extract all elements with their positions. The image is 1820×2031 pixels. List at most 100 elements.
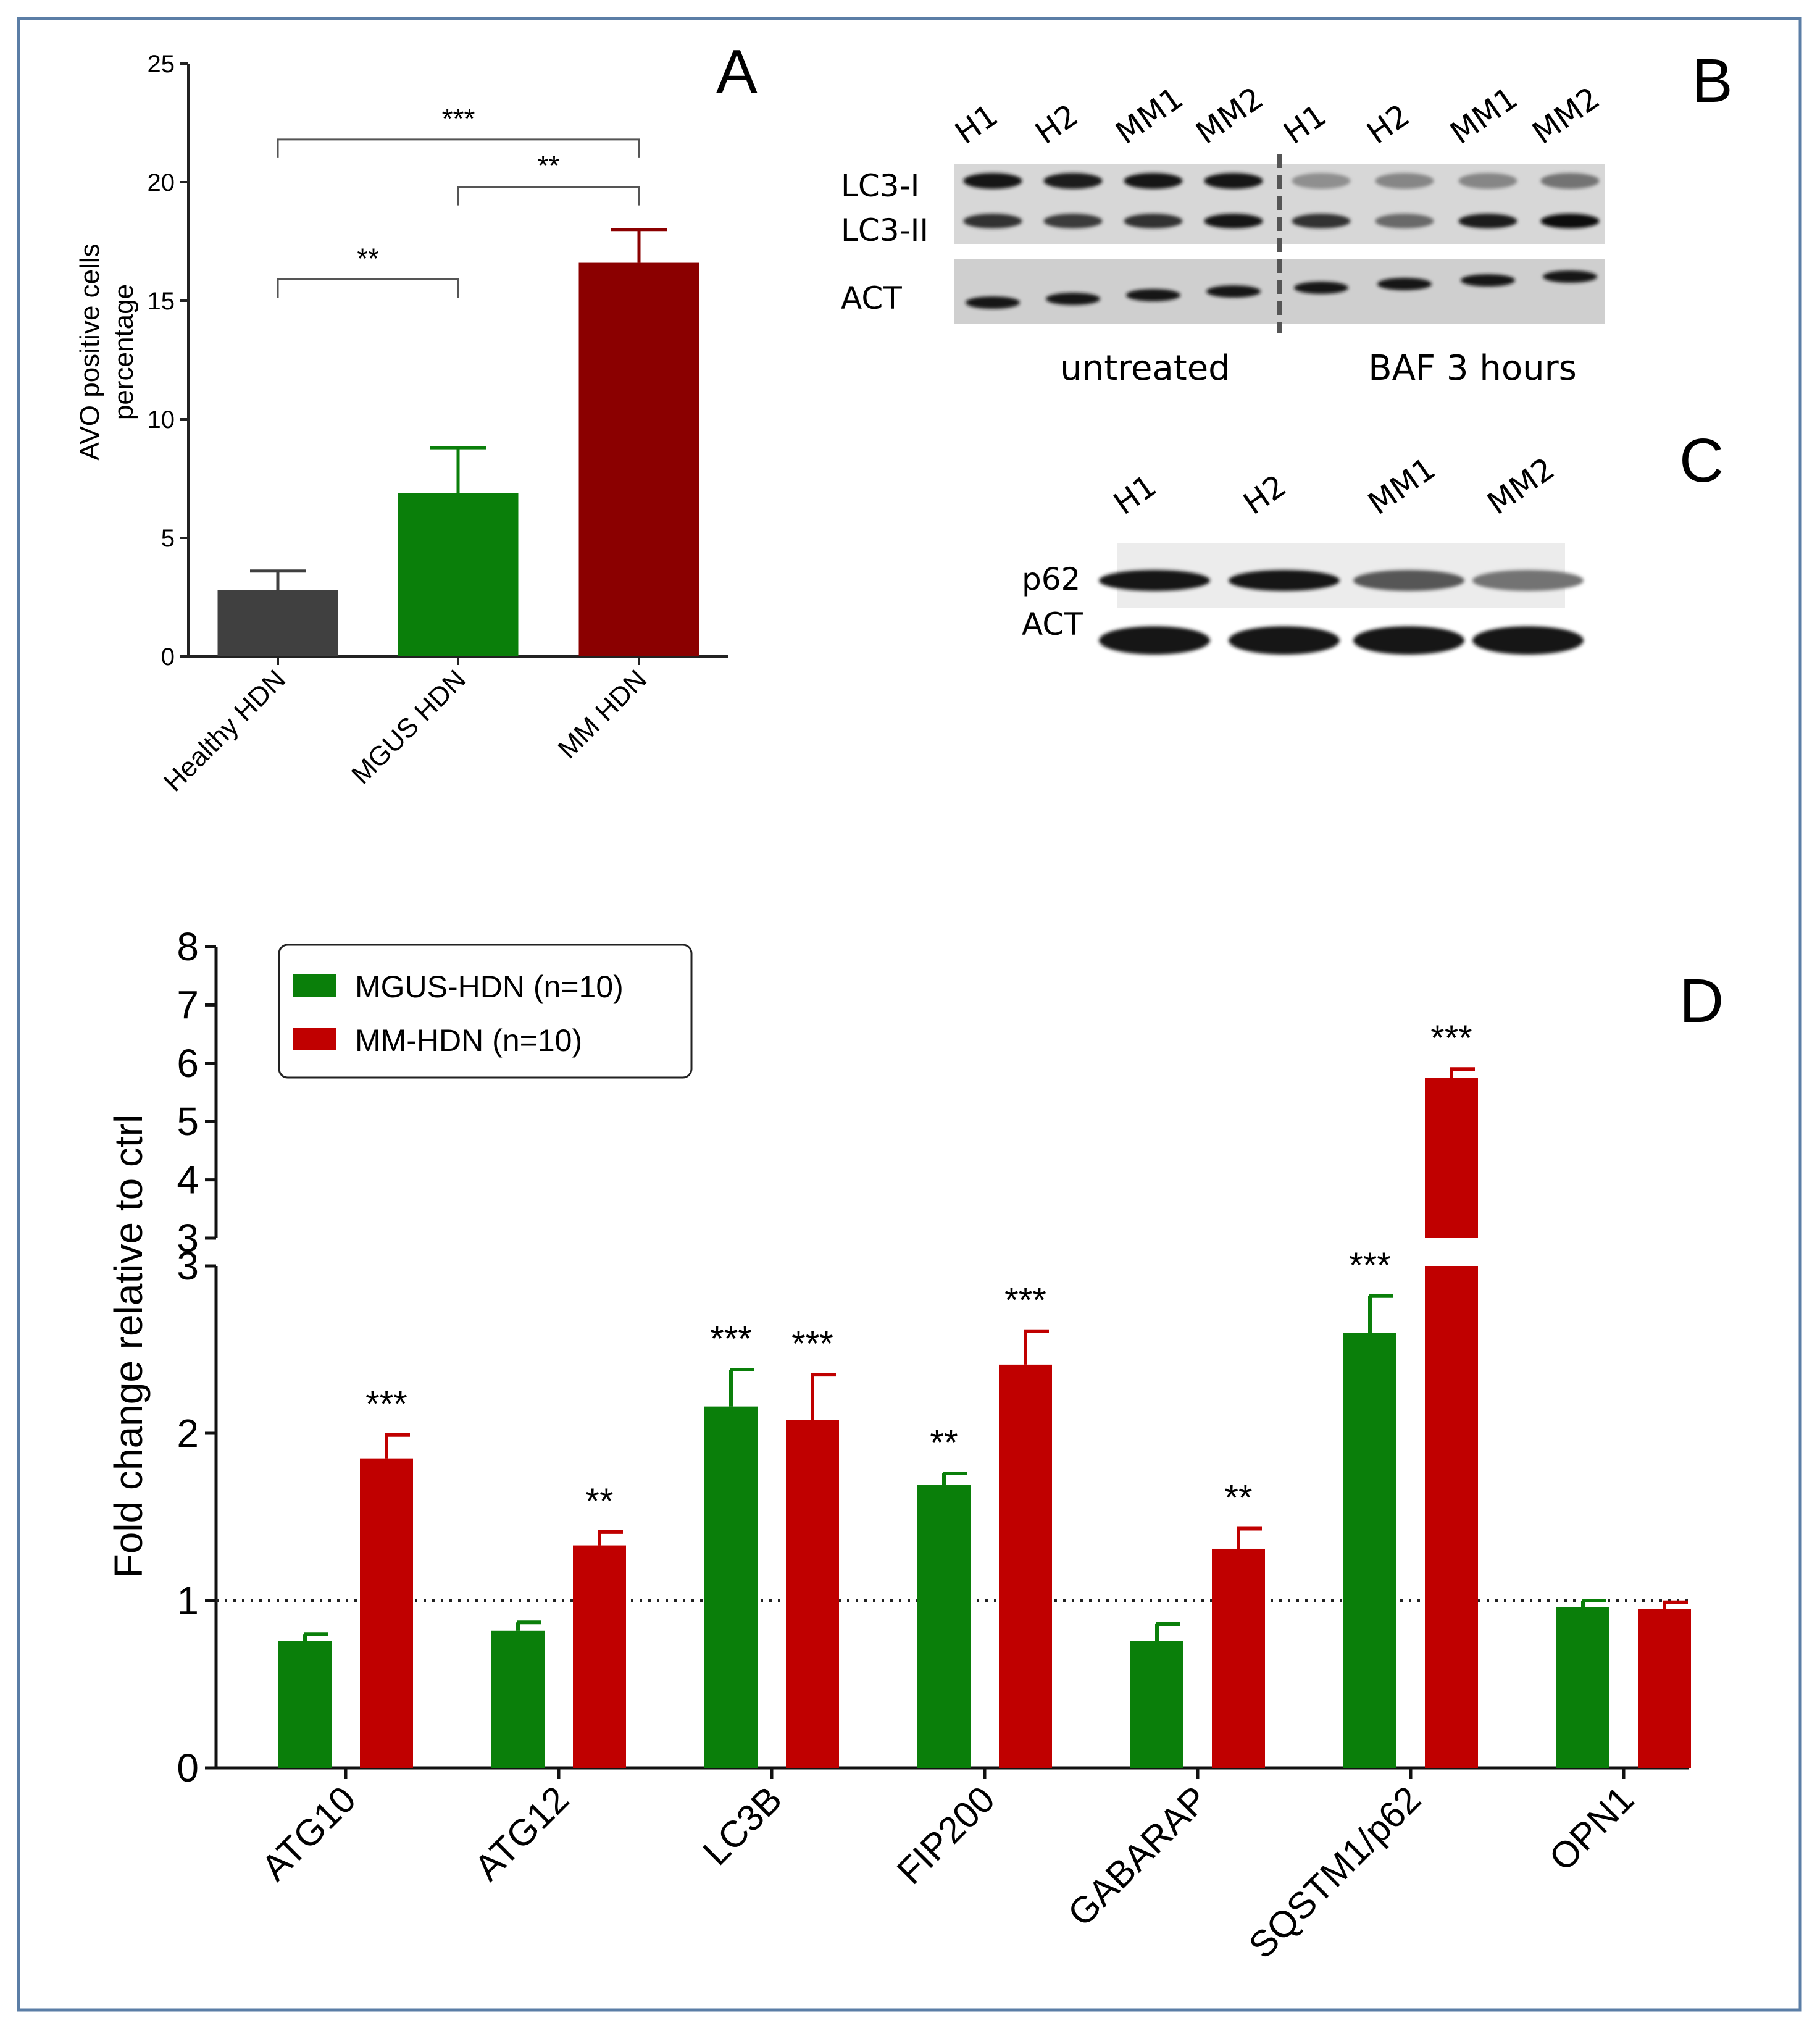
panel-d-bar: [999, 1364, 1052, 1768]
panel-d-significance: ******** ****************: [365, 1018, 1472, 1522]
legend-label-mm: MM-HDN (n=10): [355, 1023, 582, 1058]
legend-swatch-mm: [293, 1028, 336, 1050]
panel-d-ytick-label: 3: [177, 1216, 199, 1260]
panel-a-ytick-label: 20: [148, 169, 175, 196]
panel-d-bar: [1425, 1266, 1478, 1768]
blot-c-band-act: [1353, 626, 1464, 655]
blot-b-bands: [963, 173, 1600, 309]
blot-b-row-label-lc3-ii: LC3-II: [841, 212, 929, 248]
panel-d-significance-label: **: [585, 1481, 613, 1522]
blot-c-band-act: [1099, 626, 1210, 655]
blot-b-condition-baf: BAF 3 hours: [1368, 348, 1577, 388]
legend-box: [278, 944, 693, 1079]
panel-d-ytick-label: 0: [177, 1746, 199, 1790]
panel-a-significance-label: ***: [442, 103, 475, 135]
panel-a-significance-bracket: [277, 278, 459, 298]
panel-a-significance-bracket: [457, 186, 640, 206]
panel-d-bar: [786, 1420, 839, 1768]
blot-b-row-label-act: ACT: [841, 280, 902, 316]
panel-a-ytick-label: 0: [161, 643, 175, 671]
panel-a-ytick-label: 10: [148, 406, 175, 433]
panel-a-bar: [398, 493, 519, 656]
blot-c-band-p62: [1229, 570, 1340, 591]
blot-b-band-act: [1046, 293, 1100, 305]
blot-c-band-p62: [1099, 570, 1210, 591]
panel-a-significance-label: **: [357, 242, 379, 274]
panel-a-ylabel-line1: AVO positive cells: [75, 243, 105, 460]
panel-a-significance: *******: [277, 103, 640, 298]
panel-a-ylabel-line2: percentage: [109, 284, 139, 420]
panel-d-bar: [1343, 1333, 1396, 1768]
panel-d-ytick-label: 1: [177, 1578, 199, 1623]
blot-b-band-lc3-ii: [1540, 214, 1600, 228]
blot-b-band-act: [1377, 278, 1432, 290]
blot-b-band-lc3-i: [1124, 173, 1183, 189]
blot-b-band-lc3-i: [963, 173, 1022, 189]
panel-a-bar: [217, 590, 338, 656]
panel-d-ytick-label: 7: [177, 982, 199, 1027]
panel-a-ytick-label: 5: [161, 525, 175, 552]
panel-d-significance-label: **: [930, 1423, 958, 1463]
panel-d-bar: [1638, 1609, 1691, 1768]
panel-d-significance-label: ***: [1430, 1018, 1472, 1058]
blot-b-band-lc3-i: [1540, 173, 1600, 189]
panel-d-ylabel: Fold change relative to ctrl: [106, 1115, 151, 1578]
blot-b-band-act: [1461, 274, 1515, 287]
panel-label-d: D: [1679, 966, 1724, 1036]
panel-d-bar: [1212, 1548, 1265, 1768]
panel-d-legend: MGUS-HDN (n=10) MM-HDN (n=10): [278, 944, 693, 1079]
legend-label-mgus: MGUS-HDN (n=10): [355, 969, 624, 1004]
panel-d-bar: [573, 1545, 626, 1768]
panel-d-ytick-label: 5: [177, 1099, 199, 1144]
panel-d-significance-label: ***: [1349, 1246, 1391, 1286]
blot-c-row-label-act: ACT: [1022, 606, 1083, 642]
panel-d-ytick-label: 2: [177, 1411, 199, 1455]
panel-d-bar: [360, 1458, 413, 1768]
blot-b-band-lc3-ii: [1292, 214, 1351, 228]
panel-d-significance-label: **: [1224, 1478, 1252, 1518]
blot-b-band-lc3-i: [1204, 173, 1263, 189]
blot-b-band-act: [1206, 285, 1261, 298]
panel-d-ytick-label: 6: [177, 1041, 199, 1086]
blot-b-band-lc3-ii: [1204, 214, 1263, 228]
blot-b-band-act: [1126, 289, 1180, 301]
panel-a-significance-label: **: [538, 150, 560, 182]
panel-d-ytick-label: 8: [177, 924, 199, 969]
blot-b-band-act: [1294, 282, 1348, 294]
panel-a-bars: Healthy HDN MGUS HDN MM HDN: [158, 228, 699, 798]
panel-d-bar-upper: [1425, 1078, 1478, 1238]
blot-b-band-lc3-ii: [1375, 214, 1434, 228]
panel-a-ytick-label: 15: [148, 288, 175, 315]
blot-c-band-act: [1472, 626, 1584, 655]
panel-d-significance-label: ***: [365, 1384, 407, 1425]
blot-b-band-lc3-i: [1375, 173, 1434, 189]
panel-a-significance-bracket: [277, 138, 640, 158]
panel-d-significance-label: ***: [710, 1319, 752, 1359]
legend-swatch-mgus: [293, 974, 336, 997]
panel-d-ytick-label: 3: [177, 1244, 199, 1288]
panel-d-significance-label: ***: [791, 1324, 833, 1364]
blot-b-band-lc3-i: [1043, 173, 1103, 189]
blot-c-band-act: [1229, 626, 1340, 655]
blot-b-band-act: [966, 296, 1020, 309]
blot-b-condition-untreated: untreated: [1060, 348, 1230, 388]
blot-b-band-lc3-ii: [1124, 214, 1183, 228]
blot-b-band-lc3-ii: [963, 214, 1022, 228]
blot-c-row-label-p62: p62: [1022, 561, 1080, 597]
panel-a-ytick-label: 25: [148, 51, 175, 78]
blot-b-band-lc3-i: [1458, 173, 1517, 189]
blot-b-band-act: [1543, 270, 1597, 283]
blot-c-band-p62: [1353, 570, 1464, 591]
blot-b-band-lc3-ii: [1458, 214, 1517, 228]
blot-b-band-lc3-ii: [1043, 214, 1103, 228]
blot-b-band-lc3-i: [1292, 173, 1351, 189]
panel-label-a: A: [716, 37, 758, 106]
panel-a-bar: [578, 262, 699, 656]
panel-d-bar: [1130, 1641, 1183, 1768]
blot-b-row-label-lc3-i: LC3-I: [841, 168, 919, 204]
panel-d-bar: [917, 1485, 971, 1768]
blot-c-band-p62: [1472, 570, 1584, 591]
panel-label-b: B: [1692, 46, 1733, 115]
